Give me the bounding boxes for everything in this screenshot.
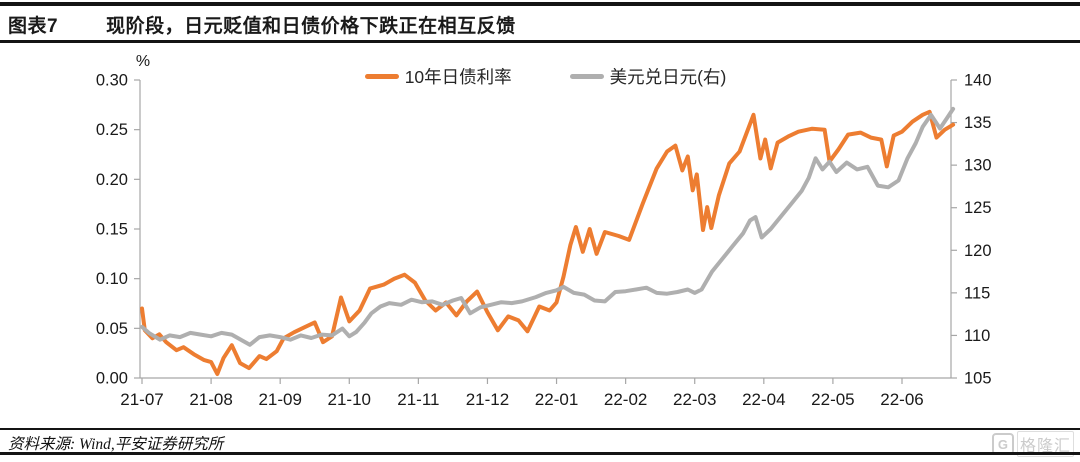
bottom-divider-bar: [0, 452, 1080, 455]
right-axis-tick-label: 130: [964, 157, 992, 175]
legend-swatch-orange: [364, 74, 399, 79]
x-axis-tick-label: 21-11: [397, 390, 439, 409]
right-axis-tick-label: 135: [964, 114, 992, 132]
right-axis-tick-label: 105: [964, 370, 992, 388]
right-axis-tick-label: 110: [964, 327, 990, 345]
usdjpy-line: [140, 106, 956, 347]
x-axis-tick-label: 21-08: [189, 390, 232, 409]
left-axis-tick-label: 0.10: [96, 270, 128, 288]
chart-plot-area: 0.00 0.05 0.10 0.15 0.20 0.25 0.30% 105 110 115 12…: [96, 53, 992, 409]
gelonghui-watermark: G 格隆汇: [991, 431, 1074, 457]
left-axis-tick-label: 0.20: [96, 171, 128, 189]
left-axis-tick-label: 0.00: [96, 370, 128, 388]
source-note: 资料来源: Wind,平安证券研究所: [8, 436, 224, 453]
x-axis-tick-label: 22-03: [673, 390, 716, 409]
x-axis-tick-label: 22-02: [604, 390, 647, 409]
legend-label-usdjpy: 美元兑日元(右): [609, 67, 727, 87]
x-axis-tick-label: 22-04: [742, 390, 785, 409]
x-axis-tick-label: 22-05: [811, 390, 854, 409]
figure-number-label: 图表7: [8, 15, 59, 37]
chart-legend: 10年日债利率 美元兑日元(右): [140, 64, 951, 89]
figure-header: 图表7 现阶段，日元贬值和日债价格下跌正在相互反馈: [0, 9, 1080, 39]
jgb-yield-line: [140, 109, 956, 376]
legend-swatch-gray: [569, 74, 604, 79]
right-axis-tick-label: 115: [964, 284, 990, 302]
x-axis-tick-label: 21-09: [258, 390, 301, 409]
gelonghui-logo-text: 格隆汇: [1016, 431, 1074, 457]
line-chart: 0.00 0.05 0.10 0.15 0.20 0.25 0.30% 105 110 115 12…: [0, 46, 1080, 430]
x-axis-tick-label: 22-06: [880, 390, 923, 409]
figure-title: 现阶段，日元贬值和日债价格下跌正在相互反馈: [106, 15, 516, 37]
top-divider-bar: [0, 2, 1080, 6]
x-axis-tick-label: 21-12: [466, 390, 509, 409]
title-underline-rule: [0, 40, 1080, 43]
x-axis-tick-label: 21-10: [328, 390, 371, 409]
left-axis-unit-label: %: [136, 53, 150, 70]
right-axis-tick-label: 120: [964, 242, 992, 260]
legend-item-usdjpy: 美元兑日元(右): [569, 64, 727, 89]
legend-label-jgb-yield: 10年日债利率: [404, 67, 512, 87]
left-axis-tick-label: 0.15: [96, 221, 128, 239]
right-axis-tick-label: 140: [964, 72, 992, 90]
right-axis-tick-label: 125: [964, 199, 992, 217]
x-axis-tick-label: 22-01: [535, 390, 578, 409]
left-axis-tick-label: 0.05: [96, 320, 128, 338]
left-axis-tick-label: 0.25: [96, 121, 128, 139]
footer-top-rule: [0, 428, 1080, 430]
left-axis-tick-label: 0.30: [96, 72, 128, 90]
legend-item-jgb-yield: 10年日债利率: [364, 64, 512, 89]
x-axis-tick-label: 21-07: [120, 390, 163, 409]
